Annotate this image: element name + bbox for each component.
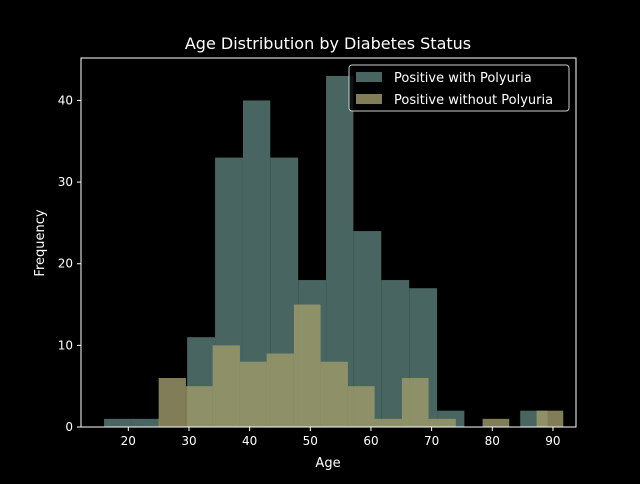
y-tick-label: 40	[58, 93, 73, 107]
bar-series1-bin1	[104, 418, 132, 427]
bar-series2-bin6	[293, 304, 321, 427]
bars-layer	[104, 75, 564, 427]
chart-title: Age Distribution by Diabetes Status	[185, 34, 471, 53]
y-axis-label: Frequency	[33, 209, 48, 276]
legend: Positive with Polyuria Positive without P…	[348, 64, 570, 112]
bar-series1-bin2	[131, 418, 160, 427]
legend-label-2: Positive without Polyuria	[394, 93, 553, 108]
x-tick-label: 50	[303, 434, 318, 448]
x-tick-label: 20	[121, 434, 136, 448]
x-tick-label: 60	[363, 434, 378, 448]
x-tick-label: 70	[424, 434, 439, 448]
legend-swatch-1	[356, 72, 382, 82]
bar-series2-bin2	[185, 386, 213, 427]
bar-series2-bin4	[239, 361, 267, 427]
bar-series2-bin5	[266, 353, 294, 427]
bar-series2-bin1	[158, 378, 186, 427]
plot-frame	[80, 57, 577, 428]
x-tick-label: 90	[545, 434, 560, 448]
legend-box	[348, 64, 570, 112]
y-tick-label: 10	[58, 338, 73, 352]
x-tick-label: 80	[485, 434, 500, 448]
y-tick-label: 30	[58, 175, 73, 189]
bar-series2-bin13	[482, 418, 510, 427]
x-tick-label: 30	[181, 434, 196, 448]
bar-series2-bin8	[347, 386, 375, 427]
legend-label-1: Positive with Polyuria	[394, 71, 532, 86]
y-tick-label: 20	[58, 257, 73, 271]
bar-series2-bin11	[428, 418, 456, 427]
axes-layer: 20 30 40 50 60 70 80 90 0 10 20 30 40	[58, 57, 577, 448]
x-axis-label: Age	[315, 456, 340, 471]
bar-series2-bin9	[374, 418, 402, 427]
y-tick-label: 0	[65, 420, 73, 434]
bar-series2-bin3	[212, 345, 240, 427]
bar-series2-bin15	[536, 410, 564, 427]
x-tick-label: 40	[242, 434, 257, 448]
bar-series2-bin7	[320, 361, 348, 427]
legend-swatch-2	[356, 94, 382, 104]
bar-series2-bin10	[401, 378, 429, 427]
series-2-bars	[158, 304, 564, 427]
